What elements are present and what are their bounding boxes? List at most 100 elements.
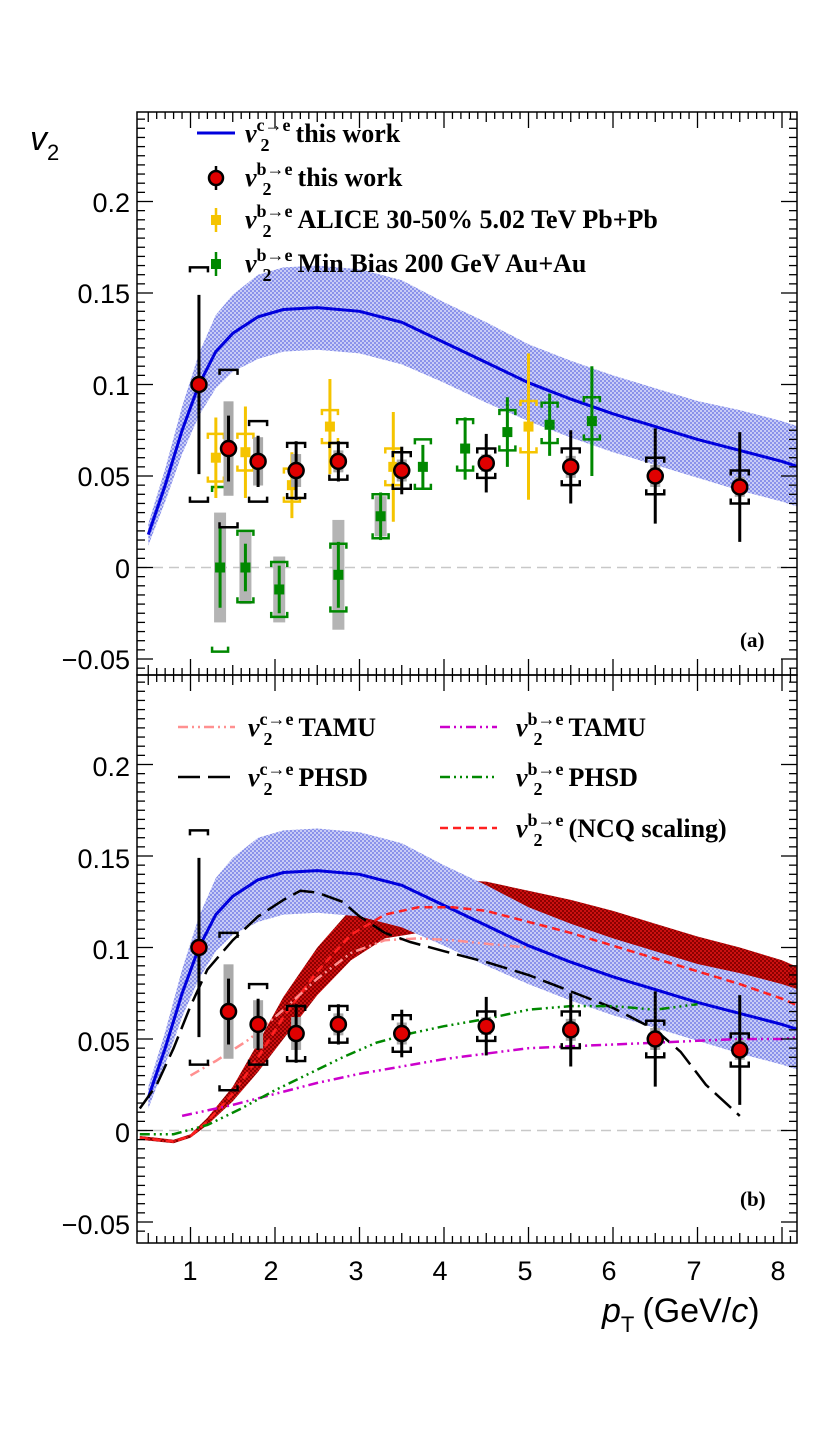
legend-entry: vb→e 2 Min Bias 200 GeV Au+Au <box>245 245 586 285</box>
data-point-this-work <box>646 1030 664 1048</box>
x-tick-label: 5 <box>517 1256 532 1286</box>
line-c-to-e-this-work <box>146 306 797 536</box>
line-b-to-e-tamu <box>181 1036 797 1118</box>
panel-a-ticks <box>137 112 797 675</box>
sys-bracket-bottom <box>269 611 289 619</box>
y-tick-label: 0.05 <box>77 1027 130 1057</box>
band-c-to-e <box>148 828 797 1109</box>
data-point-this-work <box>731 1041 749 1059</box>
x-tick-label: 8 <box>770 1256 785 1286</box>
plot-layer <box>137 828 797 1144</box>
sys-bracket-bottom <box>236 597 255 604</box>
y-tick-label: −0.05 <box>62 645 130 675</box>
data-point-min-bias <box>460 443 471 454</box>
x-tick-label: 6 <box>601 1256 616 1286</box>
sys-bracket-top <box>247 419 269 427</box>
panel-b-legend: vc→e 2 TAMU vb→e 2 TAMU vc→e 2 PHSD vb→e 2 PHSD … <box>178 709 727 850</box>
sys-bracket-top <box>413 438 433 445</box>
sys-bracket-top <box>188 829 210 836</box>
panel-a-legend: vc→e 2 this work vb→e 2 this work vb→e 2 ALICE… <box>197 115 658 285</box>
panel-a-y-tick-labels: 0.2 0.15 0.1 0.05 0 −0.05 <box>62 188 130 675</box>
data-point-this-work <box>219 1002 238 1021</box>
x-tick-labels: 1 2 3 4 5 6 7 8 <box>182 1256 785 1286</box>
sys-bracket-bottom <box>210 646 230 653</box>
sys-bracket-bottom <box>218 522 239 529</box>
y-axis-title-symbol: v <box>30 120 49 158</box>
data-point-this-work <box>190 375 208 394</box>
data-point-this-work <box>393 461 411 480</box>
panel-b-ticks <box>137 675 797 1243</box>
x-tick-label: 7 <box>686 1256 701 1286</box>
data-point-this-work <box>190 938 208 957</box>
x-tick-label: 3 <box>348 1256 363 1286</box>
data-point-min-bias <box>502 427 513 438</box>
sys-bracket-top <box>218 368 239 375</box>
legend-entry: vc→e 2 this work <box>245 115 401 155</box>
legend-swatch-marker <box>211 215 221 225</box>
sys-bracket-bottom <box>218 1085 239 1092</box>
y-tick-label: −0.05 <box>62 1210 130 1240</box>
data-point-min-bias <box>586 416 597 427</box>
data-point-min-bias <box>333 569 344 580</box>
data-point-this-work <box>646 467 664 485</box>
legend-swatch-marker <box>207 169 225 187</box>
y-tick-label: 0.05 <box>77 462 130 492</box>
data-point-min-bias <box>417 461 428 472</box>
panel-a-label: (a) <box>740 628 765 652</box>
panel-b-frame <box>136 674 798 1244</box>
legend-entry: vb→e 2 ALICE 30-50% 5.02 TeV Pb+Pb <box>245 201 658 241</box>
sys-bracket-top <box>269 560 289 568</box>
sys-bracket-top <box>218 931 239 938</box>
y-tick-label: 0.15 <box>77 844 130 874</box>
sys-bracket-bottom <box>247 496 269 503</box>
band-c-to-e <box>148 265 797 546</box>
line-ncq-scaling <box>139 905 797 1143</box>
line-b-to-e-phsd <box>139 1002 698 1136</box>
x-tick-label: 4 <box>432 1256 447 1286</box>
data-point-min-bias <box>544 419 555 430</box>
data-point-min-bias <box>240 562 251 573</box>
panel-b-y-tick-labels: 0.2 0.15 0.1 0.05 0 −0.05 <box>62 752 130 1240</box>
y-tick-label: 0.2 <box>92 188 130 218</box>
data-point-min-bias <box>274 584 285 595</box>
panel-a-plot-area <box>137 265 797 653</box>
data-point-this-work <box>477 1017 495 1035</box>
panel-b-plot-area <box>137 828 797 1144</box>
x-tick-label: 2 <box>263 1256 278 1286</box>
data-point-this-work <box>287 461 305 480</box>
y-tick-label: 0 <box>115 1118 130 1148</box>
panel-b-label: (b) <box>740 1187 766 1211</box>
y-axis-title-sub: 2 <box>47 140 59 165</box>
sys-bracket-top <box>188 266 210 273</box>
data-point-this-work <box>329 1015 348 1034</box>
plot-layer <box>137 265 797 653</box>
data-point-alice <box>240 447 251 458</box>
line-c-to-e-phsd <box>138 889 741 1117</box>
y-tick-label: 0.2 <box>92 752 130 782</box>
data-point-this-work <box>562 1021 580 1039</box>
sys-bracket-top <box>247 982 269 990</box>
data-point-min-bias <box>215 562 226 573</box>
x-axis-title: pT (GeV/c) <box>601 1292 760 1337</box>
sys-bracket-bottom <box>247 1059 269 1066</box>
legend-entry: vb→e 2 (NCQ scaling) <box>516 810 727 850</box>
sys-bracket-top <box>236 529 255 536</box>
legend-entry: vc→e 2 PHSD <box>248 759 368 799</box>
sys-bracket-bottom <box>188 496 210 503</box>
legend-entry: vb→e 2 PHSD <box>516 759 638 799</box>
data-point-this-work <box>249 1015 267 1034</box>
y-tick-label: 0.15 <box>77 279 130 309</box>
data-point-alice <box>388 461 399 472</box>
data-point-alice <box>210 452 221 463</box>
y-axis-title: v2 <box>30 120 59 165</box>
sys-bracket-bottom <box>188 1059 210 1066</box>
data-point-this-work <box>249 452 267 471</box>
data-point-this-work <box>562 458 580 476</box>
sys-bracket-bottom <box>329 606 348 613</box>
data-point-this-work <box>287 1024 305 1043</box>
data-point-this-work <box>329 452 348 471</box>
y-tick-label: 0.1 <box>92 935 130 965</box>
line-c-to-e-tamu <box>189 937 529 1077</box>
